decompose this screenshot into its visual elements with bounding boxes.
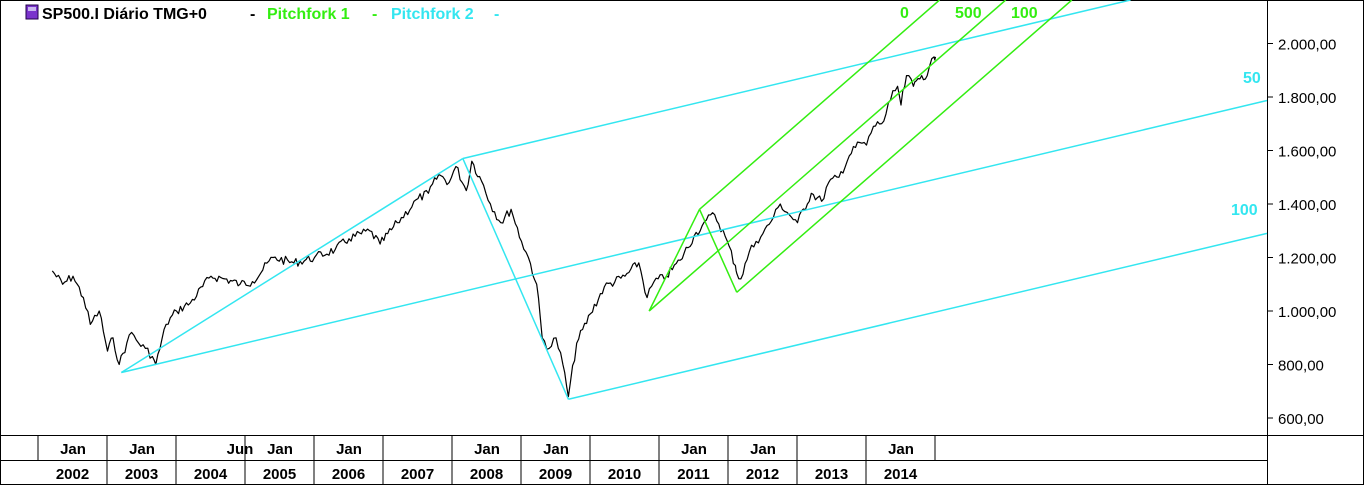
y-tick-label: 1.600,00 (1278, 144, 1336, 161)
pitchfork-2-upper-rail (462, 0, 1131, 160)
pitchfork-1-level-label: 100 (1011, 5, 1038, 22)
x-month-label: Jun (227, 441, 254, 458)
price-series (51, 56, 937, 398)
x-year-label: 2007 (401, 466, 434, 483)
x-year-label: 2012 (746, 466, 779, 483)
legend-separator-2: - (372, 6, 377, 23)
legend-pitchfork-2[interactable]: Pitchfork 2 (391, 6, 474, 23)
pitchfork-2-level-label: 100 (1231, 202, 1258, 219)
x-year-label: 2004 (194, 466, 228, 483)
y-tick-label: 1.000,00 (1278, 304, 1336, 321)
x-month-label: Jan (129, 441, 155, 458)
y-axis-ticks: 600,00 800,00 1.000,00 1.200,00 1.400,00 1.60… (1267, 37, 1336, 428)
x-year-label: 2003 (125, 466, 158, 483)
pitchfork-1-lower-rail (736, 0, 1073, 293)
x-month-label: Jan (543, 441, 569, 458)
x-year-label: 2014 (884, 466, 918, 483)
y-tick-label: 1.800,00 (1278, 90, 1336, 107)
pitchfork-2-lower-rail (568, 232, 1268, 401)
x-month-label: Jan (888, 441, 914, 458)
x-month-label: Jan (750, 441, 776, 458)
x-year-label: 2008 (470, 466, 503, 483)
y-tick-label: 600,00 (1278, 411, 1324, 428)
legend-separator-3: - (494, 6, 499, 23)
x-month-label: Jan (336, 441, 362, 458)
chart-header: SP500.I Diário TMG+0 - Pitchfork 1 - Pit… (25, 4, 499, 23)
x-year-label: 2013 (815, 466, 848, 483)
pitchfork-2-leg-AB (120, 157, 464, 374)
pitchfork-1-group[interactable]: 0 500 100 (648, 0, 1073, 312)
y-tick-label: 2.000,00 (1278, 37, 1336, 54)
y-tick-label: 1.400,00 (1278, 197, 1336, 214)
pitchfork-2-group[interactable]: 50 100 (120, 0, 1268, 401)
x-year-label: 2002 (56, 466, 89, 483)
pitchfork-1-level-label: 500 (955, 5, 982, 22)
cfd-instrument-icon-highlight (28, 7, 36, 11)
legend-pitchfork-1[interactable]: Pitchfork 1 (267, 6, 350, 23)
x-month-label: Jan (60, 441, 86, 458)
x-year-label: 2005 (263, 466, 296, 483)
y-tick-label: 1.200,00 (1278, 251, 1336, 268)
x-year-label: 2011 (677, 466, 710, 483)
instrument-title: SP500.I Diário TMG+0 (42, 6, 207, 23)
pitchfork-1-median (648, 0, 1007, 312)
price-line (51, 56, 937, 398)
x-month-label: Jan (474, 441, 500, 458)
x-year-label: 2010 (608, 466, 641, 483)
pitchfork-1-level-label: 0 (900, 5, 909, 22)
x-axis-ticks: Jan Jan Jun Jan Jan Jan Jan Jan Jan Jan 2002 2003 20… (37, 435, 936, 485)
x-month-label: Jan (681, 441, 707, 458)
x-month-label: Jan (267, 441, 293, 458)
legend-separator-1: - (250, 6, 255, 23)
pitchfork-2-level-label: 50 (1243, 70, 1261, 87)
y-tick-label: 800,00 (1278, 358, 1324, 375)
pitchfork-1-upper-rail (699, 0, 941, 210)
pitchfork-1-leg-AB (648, 209, 701, 312)
x-year-label: 2009 (539, 466, 572, 483)
pitchfork-2-median (121, 99, 1268, 374)
x-year-label: 2006 (332, 466, 365, 483)
